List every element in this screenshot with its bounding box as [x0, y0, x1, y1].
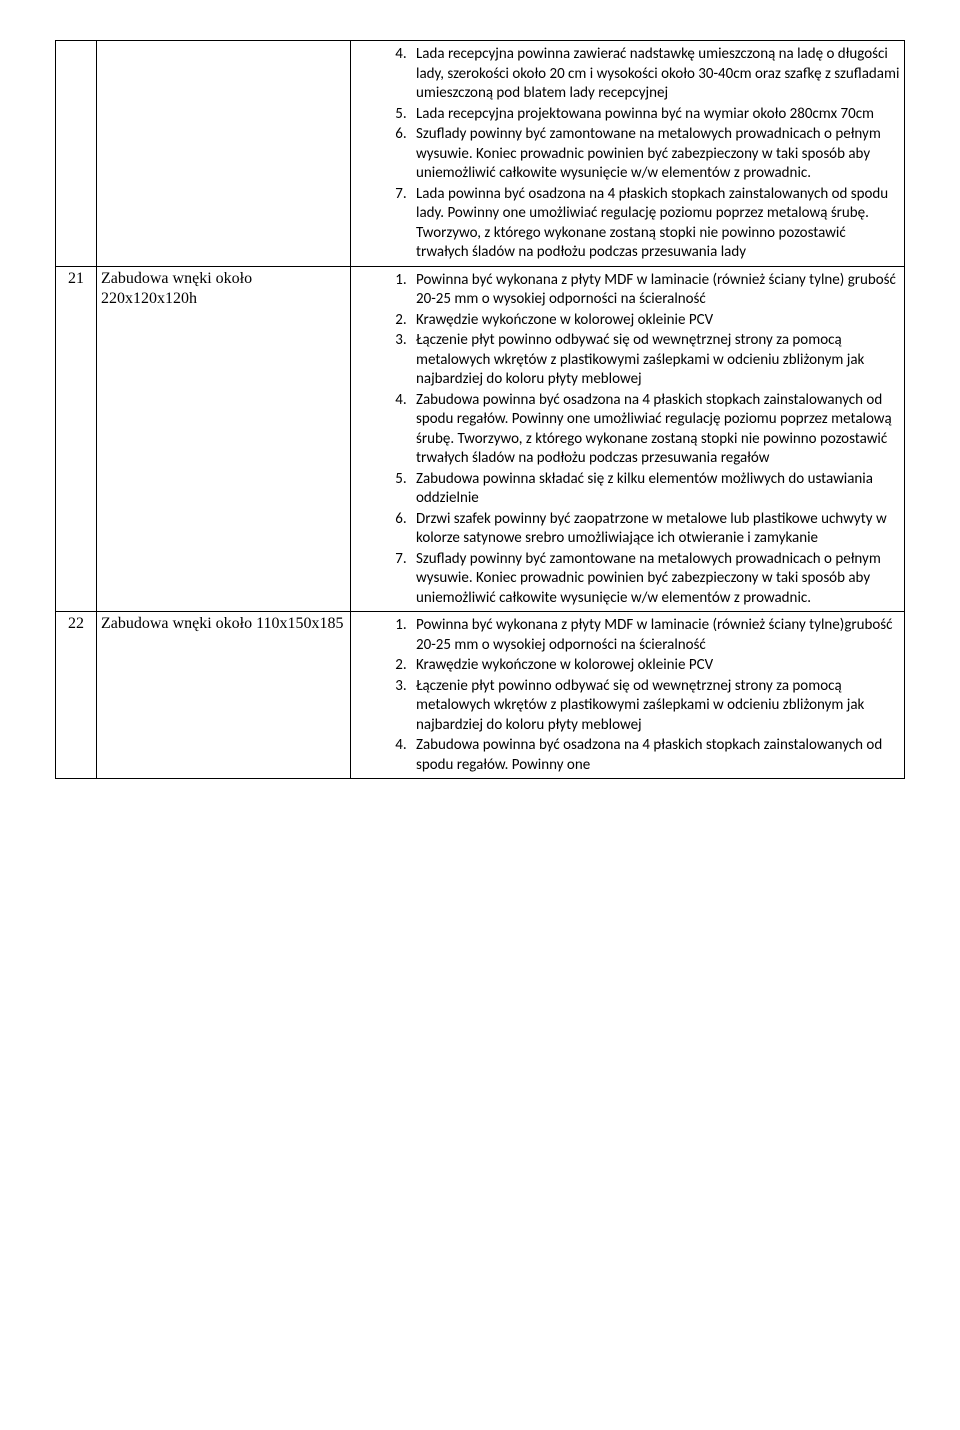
spec-table: Lada recepcyjna powinna zawierać nadstaw…	[55, 40, 905, 779]
spec-list: Lada recepcyjna powinna zawierać nadstaw…	[355, 45, 900, 263]
row-description-cell: Zabudowa wnęki około 110x150x185	[97, 612, 351, 779]
row-content-cell: Powinna być wykonana z płyty MDF w lamin…	[351, 612, 905, 779]
spec-list-item: Krawędzie wykończone w kolorowej okleini…	[410, 311, 900, 331]
spec-list-item: Szuflady powinny być zamontowane na meta…	[410, 125, 900, 184]
spec-list-item: Drzwi szafek powinny być zaopatrzone w m…	[410, 510, 900, 549]
spec-list-item: Powinna być wykonana z płyty MDF w lamin…	[410, 271, 900, 310]
spec-list-item: Szuflady powinny być zamontowane na meta…	[410, 550, 900, 609]
table-row: 22Zabudowa wnęki około 110x150x185 Powinn…	[56, 612, 905, 779]
spec-list: Powinna być wykonana z płyty MDF w lamin…	[355, 271, 900, 609]
spec-table-body: Lada recepcyjna powinna zawierać nadstaw…	[56, 41, 905, 779]
spec-list-item: Zabudowa powinna składać się z kilku ele…	[410, 470, 900, 509]
row-number-cell: 21	[56, 266, 97, 612]
spec-list-item: Lada recepcyjna projektowana powinna być…	[410, 105, 900, 125]
row-description-cell: Zabudowa wnęki około 220x120x120h	[97, 266, 351, 612]
row-description-cell	[97, 41, 351, 267]
spec-list-item: Lada recepcyjna powinna zawierać nadstaw…	[410, 45, 900, 104]
row-content-cell: Lada recepcyjna powinna zawierać nadstaw…	[351, 41, 905, 267]
spec-list-item: Zabudowa powinna być osadzona na 4 płask…	[410, 391, 900, 469]
row-number-cell: 22	[56, 612, 97, 779]
spec-list-item: Powinna być wykonana z płyty MDF w lamin…	[410, 616, 900, 655]
spec-list-item: Lada powinna być osadzona na 4 płaskich …	[410, 185, 900, 263]
spec-list-item: Krawędzie wykończone w kolorowej okleini…	[410, 656, 900, 676]
table-row: 21Zabudowa wnęki około 220x120x120h Powin…	[56, 266, 905, 612]
table-row: Lada recepcyjna powinna zawierać nadstaw…	[56, 41, 905, 267]
row-content-cell: Powinna być wykonana z płyty MDF w lamin…	[351, 266, 905, 612]
spec-list-item: Łączenie płyt powinno odbywać się od wew…	[410, 677, 900, 736]
spec-list: Powinna być wykonana z płyty MDF w lamin…	[355, 616, 900, 775]
row-number-cell	[56, 41, 97, 267]
spec-list-item: Zabudowa powinna być osadzona na 4 płask…	[410, 736, 900, 775]
spec-list-item: Łączenie płyt powinno odbywać się od wew…	[410, 331, 900, 390]
